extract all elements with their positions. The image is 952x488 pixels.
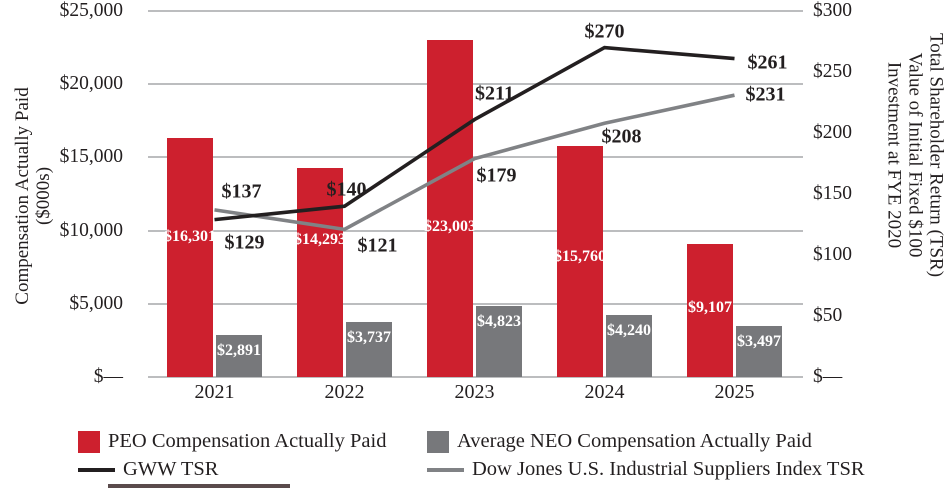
- dow-jones-line-swatch-icon: [427, 467, 464, 472]
- legend-item-peo-compensation: PEO Compensation Actually Paid: [78, 430, 386, 453]
- gww-line-swatch-icon: [78, 467, 115, 472]
- line-value-label: $137: [221, 180, 262, 203]
- right-axis-title-line-1: Total Shareholder Return (TSR): [925, 32, 947, 278]
- bar-peo-2025: [687, 243, 733, 377]
- line-value-label: $270: [584, 20, 625, 43]
- bar-value-label: $16,301: [164, 228, 216, 245]
- left-axis-tick-label: $25,000: [59, 0, 123, 21]
- right-axis-title-line-2: Value of Initial Fixed $100: [904, 52, 926, 258]
- left-axis-tick-label: $20,000: [59, 73, 123, 95]
- cropped-bottom-artifact: [108, 484, 290, 488]
- line-value-label: $121: [357, 234, 398, 257]
- bar-value-label: $2,891: [217, 341, 261, 359]
- bar-value-label: $4,240: [607, 321, 651, 339]
- right-axis-tick-label: $100: [813, 244, 852, 265]
- peo-bar-swatch-icon: [78, 430, 100, 453]
- bar-neo-2025: [736, 325, 782, 377]
- x-axis-tick-label: 2025: [714, 381, 755, 403]
- line-value-label: $231: [745, 83, 786, 106]
- bar-value-label: $3,497: [737, 332, 781, 350]
- legend-label-peo: PEO Compensation Actually Paid: [108, 430, 387, 452]
- dow-jones-tsr-line: [214, 93, 735, 232]
- bar-neo-2021: [216, 334, 262, 377]
- bar-neo-2024: [606, 314, 652, 377]
- left-axis-title-line-1: Compensation Actually Paid: [12, 87, 33, 305]
- right-axis-tick-label: $200: [813, 122, 852, 143]
- bar-peo-2021: [167, 138, 213, 377]
- x-axis-tick-label: 2023: [454, 381, 495, 403]
- x-axis-tick-label: 2022: [324, 381, 365, 403]
- bar-peo-2023: [427, 40, 473, 377]
- right-axis-title: Total Shareholder Return (TSR) Value of …: [884, 33, 947, 277]
- gww-tsr-line: [214, 45, 735, 222]
- legend-label-neo: Average NEO Compensation Actually Paid: [457, 430, 812, 452]
- right-axis-title-line-3: Investment at FYE 2020: [883, 61, 905, 249]
- right-axis-tick-label: $150: [813, 183, 852, 204]
- bar-value-label: $15,760: [554, 248, 606, 265]
- right-axis-tick-label: $250: [813, 61, 852, 82]
- gridline: [148, 376, 803, 378]
- line-value-label: $140: [326, 178, 367, 201]
- line-value-label: $129: [224, 231, 265, 254]
- bar-value-label: $4,823: [477, 313, 521, 331]
- bar-value-label: $14,293: [294, 231, 346, 248]
- left-axis-tick-label: $—: [93, 366, 123, 387]
- right-axis-tick-label: $—: [813, 366, 843, 387]
- gridline: [148, 10, 803, 12]
- left-axis-title-line-2: ($000s): [33, 166, 54, 226]
- legend-item-dow-jones-tsr: Dow Jones U.S. Industrial Suppliers Inde…: [427, 458, 865, 481]
- left-axis-tick-label: $5,000: [69, 292, 123, 314]
- line-value-label: $208: [601, 125, 642, 148]
- legend-label-dow-jones-tsr: Dow Jones U.S. Industrial Suppliers Inde…: [472, 458, 865, 480]
- x-axis-tick-label: 2024: [584, 381, 625, 403]
- gridline: [148, 302, 803, 305]
- bar-neo-2023: [476, 306, 522, 377]
- x-axis-tick-label: 2021: [194, 381, 235, 403]
- legend-label-gww-tsr: GWW TSR: [123, 458, 219, 480]
- line-value-label: $179: [476, 164, 517, 187]
- bar-value-label: $9,107: [688, 299, 732, 316]
- right-axis-tick-label: $300: [813, 0, 852, 21]
- gridline: [148, 156, 803, 159]
- legend-item-neo-compensation: Average NEO Compensation Actually Paid: [427, 430, 812, 453]
- line-value-label: $261: [747, 51, 788, 74]
- right-axis-tick-label: $50: [813, 305, 843, 326]
- neo-bar-swatch-icon: [427, 430, 449, 453]
- line-value-label: $211: [475, 82, 514, 105]
- left-axis-tick-label: $15,000: [59, 146, 123, 168]
- bar-neo-2022: [346, 322, 392, 377]
- left-axis-tick-label: $10,000: [59, 219, 123, 241]
- left-axis-title: Compensation Actually Paid ($000s): [12, 87, 54, 304]
- legend-item-gww-tsr: GWW TSR: [78, 458, 218, 481]
- bar-value-label: $23,003: [424, 218, 476, 235]
- bar-value-label: $3,737: [347, 329, 391, 347]
